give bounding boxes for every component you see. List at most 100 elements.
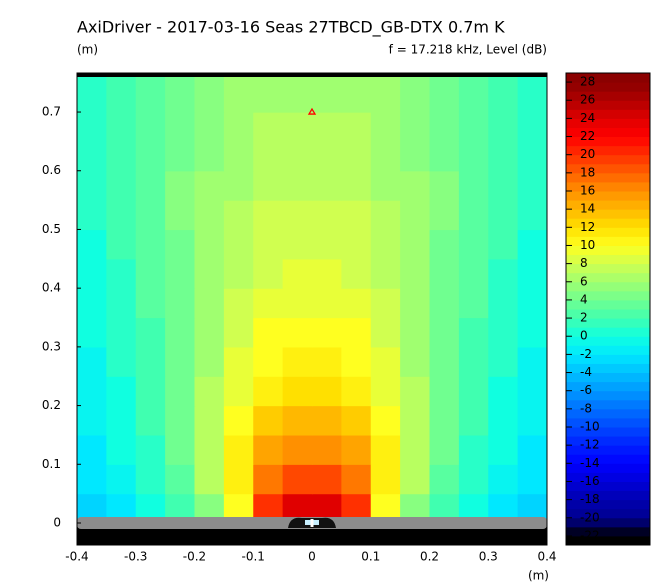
heat-cell (400, 73, 431, 84)
listening-point (307, 107, 317, 115)
heat-cell (370, 288, 401, 319)
heat-cell (135, 258, 166, 289)
colorbar-tick-label: 4 (580, 292, 588, 306)
heat-cell (106, 434, 137, 465)
heat-cell (429, 258, 460, 289)
heat-cell (400, 317, 431, 348)
heat-cell (312, 376, 342, 407)
heat-cell (312, 82, 342, 113)
heat-cell (341, 464, 372, 495)
y-tick-label: 0.5 (42, 222, 61, 236)
heat-cell (223, 346, 254, 377)
heat-cell (194, 112, 225, 142)
colorbar-band (566, 490, 650, 501)
heat-cell (370, 82, 401, 113)
heat-cell (165, 288, 196, 319)
colorbar-tick-label: 10 (580, 238, 595, 252)
heat-cell (458, 112, 489, 142)
heat-cell (517, 376, 547, 407)
heat-cell (135, 82, 166, 113)
heat-cell (194, 405, 225, 436)
colorbar-band (566, 245, 650, 256)
heat-cell (282, 200, 313, 231)
heat-cell (253, 73, 284, 84)
heat-cell (223, 73, 254, 84)
heat-cell (253, 346, 284, 377)
heat-cell (312, 141, 342, 172)
heat-cell (165, 464, 196, 495)
heat-cell (429, 112, 460, 142)
heat-cell (341, 82, 372, 113)
colorbar-tick-label: -2 (580, 347, 592, 361)
heat-cell (458, 405, 489, 436)
heat-cell (253, 434, 284, 465)
x-tick-label: -0.2 (183, 550, 206, 564)
heat-cell (135, 200, 166, 231)
heat-cell (194, 464, 225, 495)
heat-cell (135, 464, 166, 495)
heat-cell (341, 229, 372, 260)
heat-cell (429, 73, 460, 84)
colorbar-band (566, 399, 650, 410)
heat-cell (517, 405, 547, 436)
heat-cell (135, 346, 166, 377)
heat-cell (400, 170, 431, 201)
heat-cell (400, 229, 431, 260)
heat-cell (106, 73, 137, 84)
x-axis-unit: (m) (528, 569, 549, 583)
heat-cell (458, 376, 489, 407)
heat-cell (370, 229, 401, 260)
heat-cell (458, 464, 489, 495)
colorbar-band (566, 100, 650, 110)
colorbar-band (566, 109, 650, 119)
colorbar-tick-label: 26 (580, 93, 595, 107)
heat-cell (77, 112, 107, 142)
colorbar-band (566, 499, 650, 510)
colorbar-band (566, 281, 650, 292)
heat-cell (165, 200, 196, 231)
heat-cell (341, 200, 372, 231)
colorbar-band (566, 327, 650, 337)
heat-cell (282, 170, 313, 201)
heat-cell (488, 405, 519, 436)
heat-cell (488, 376, 519, 407)
heat-cell (194, 229, 225, 260)
colorbar-tick-label: 22 (580, 129, 595, 143)
colorbar-band (566, 290, 650, 301)
heat-cell (370, 258, 401, 289)
colorbar-tick-label: 24 (580, 111, 595, 125)
heat-cell (312, 73, 342, 84)
heat-cell (106, 376, 137, 407)
heat-cell (106, 464, 137, 495)
colorbar-band (566, 472, 650, 482)
heat-cell (282, 288, 313, 319)
plot-area (77, 73, 547, 545)
heat-cell (194, 376, 225, 407)
heat-cell (135, 317, 166, 348)
heat-cell (77, 170, 107, 201)
y-tick-label: 0.2 (42, 398, 61, 412)
colorbar-band (566, 381, 650, 392)
heat-cell (458, 258, 489, 289)
heat-cell (312, 258, 342, 289)
heat-cell (253, 141, 284, 172)
heat-cell (194, 258, 225, 289)
heat-cell (458, 200, 489, 231)
heat-cell (458, 434, 489, 465)
heat-cell (312, 405, 342, 436)
colorbar-tick-label: -12 (580, 438, 600, 452)
colorbar-tick-label: 14 (580, 202, 595, 216)
heat-cell (135, 405, 166, 436)
heat-cell (253, 258, 284, 289)
heat-cell (282, 405, 313, 436)
heat-cell (253, 200, 284, 231)
heat-cell (400, 376, 431, 407)
colorbar-band (566, 535, 650, 546)
y-tick-label: 0.6 (42, 163, 61, 177)
heat-cell (77, 288, 107, 319)
heat-cell (517, 112, 547, 142)
heat-cell (400, 346, 431, 377)
colorbar-band (566, 454, 650, 464)
heat-cell (106, 112, 137, 142)
colorbar-band (566, 299, 650, 310)
